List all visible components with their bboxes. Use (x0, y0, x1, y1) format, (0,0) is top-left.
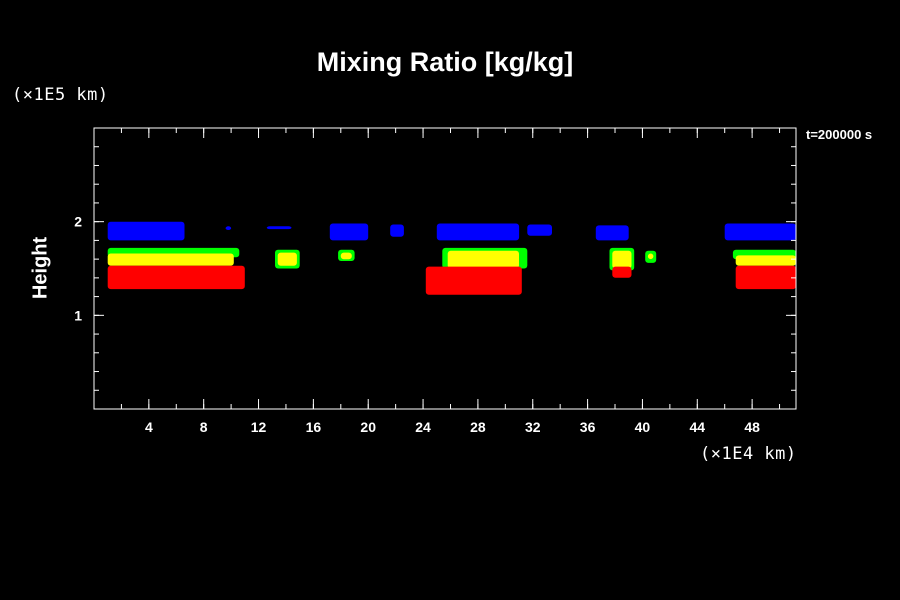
time-label: t=200000 s (806, 127, 873, 142)
band-region-0-7 (595, 225, 629, 241)
y-tick-label: 1 (74, 307, 82, 323)
x-tick-label: 24 (415, 419, 431, 435)
band-region-0-2 (266, 226, 292, 230)
plot-frame (93, 127, 797, 410)
band-region-0-3 (329, 223, 369, 241)
x-tick-label: 36 (580, 419, 596, 435)
x-tick-label: 44 (689, 419, 705, 435)
x-tick-label: 32 (525, 419, 541, 435)
band-region-0-1 (225, 226, 232, 230)
x-tick-label: 12 (251, 419, 267, 435)
band-region-2-2 (340, 252, 352, 260)
band-region-2-6 (735, 255, 796, 266)
x-tick-label: 48 (744, 419, 760, 435)
y-tick-label: 2 (74, 214, 82, 230)
x-tick-label: 8 (200, 419, 208, 435)
x-tick-label: 20 (360, 419, 376, 435)
band-region-2-3 (447, 250, 519, 269)
band-region-3-3 (735, 265, 796, 290)
band-region-0-0 (107, 221, 185, 241)
band-region-0-8 (724, 223, 796, 241)
band-region-2-4 (612, 250, 632, 269)
chart-title: Mixing Ratio [kg/kg] (316, 47, 574, 77)
band-region-3-1 (425, 266, 522, 295)
band-region-2-0 (107, 253, 234, 266)
band-region-3-0 (107, 265, 245, 290)
x-axis-unit: (×1E4 km) (700, 444, 797, 464)
x-tick-label: 16 (306, 419, 322, 435)
band-region-0-4 (390, 224, 404, 237)
band-region-0-5 (436, 223, 520, 241)
band-region-2-5 (647, 253, 654, 260)
band-region-0-6 (527, 224, 552, 236)
band-region-3-2 (612, 266, 632, 278)
mixing-ratio-bands (107, 221, 796, 295)
y-axis-unit: (×1E5 km) (12, 85, 109, 105)
x-tick-label: 28 (470, 419, 486, 435)
x-tick-label: 4 (145, 419, 153, 435)
band-region-2-1 (277, 252, 297, 266)
x-tick-label: 40 (635, 419, 651, 435)
